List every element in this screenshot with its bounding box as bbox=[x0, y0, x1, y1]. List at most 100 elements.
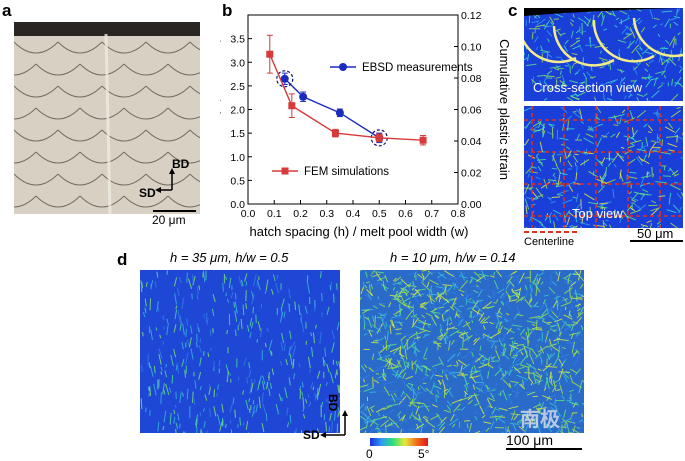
misorientation-texture bbox=[561, 371, 570, 379]
misorientation-texture bbox=[373, 421, 379, 426]
misorientation-texture bbox=[613, 163, 617, 168]
misorientation-texture bbox=[162, 383, 165, 395]
melt-pool-boundary bbox=[167, 63, 200, 76]
misorientation-texture bbox=[173, 277, 178, 287]
misorientation-texture bbox=[398, 349, 403, 359]
misorientation-texture bbox=[319, 331, 322, 344]
misorientation-texture bbox=[157, 421, 160, 432]
misorientation-texture bbox=[590, 65, 593, 72]
misorientation-texture bbox=[552, 151, 556, 162]
misorientation-texture bbox=[619, 77, 623, 87]
misorientation-texture bbox=[570, 19, 575, 23]
misorientation-texture bbox=[179, 391, 182, 403]
misorientation-texture bbox=[579, 221, 591, 226]
misorientation-texture bbox=[600, 83, 606, 86]
misorientation-texture bbox=[548, 123, 555, 126]
misorientation-texture bbox=[489, 275, 495, 278]
misorientation-texture bbox=[432, 366, 438, 371]
misorientation-texture bbox=[628, 40, 631, 49]
x-tick-label: 0.2 bbox=[293, 208, 308, 220]
panel-c-scale-label: 50 μm bbox=[637, 226, 674, 241]
misorientation-texture bbox=[280, 360, 283, 366]
misorientation-texture bbox=[581, 413, 583, 418]
misorientation-texture bbox=[229, 403, 233, 413]
misorientation-texture bbox=[310, 332, 313, 337]
misorientation-texture bbox=[377, 295, 380, 300]
misorientation-texture bbox=[619, 169, 622, 179]
misorientation-texture bbox=[575, 108, 582, 116]
misorientation-texture bbox=[414, 288, 422, 297]
misorientation-texture bbox=[375, 282, 382, 285]
misorientation-texture bbox=[535, 287, 538, 297]
misorientation-texture bbox=[516, 417, 524, 424]
misorientation-texture bbox=[599, 50, 602, 54]
misorientation-texture bbox=[372, 417, 383, 421]
misorientation-texture bbox=[181, 297, 185, 309]
misorientation-texture bbox=[157, 307, 160, 312]
misorientation-texture bbox=[473, 410, 479, 415]
misorientation-texture bbox=[511, 345, 516, 353]
misorientation-texture bbox=[365, 420, 369, 429]
misorientation-texture bbox=[448, 340, 451, 351]
misorientation-texture bbox=[422, 416, 429, 422]
misorientation-texture bbox=[531, 78, 538, 85]
misorientation-texture bbox=[190, 325, 193, 334]
misorientation-texture bbox=[391, 323, 396, 329]
misorientation-texture bbox=[525, 205, 528, 215]
misorientation-texture bbox=[502, 343, 506, 355]
misorientation-texture bbox=[512, 423, 517, 432]
misorientation-texture bbox=[562, 199, 573, 204]
misorientation-texture bbox=[599, 202, 609, 205]
misorientation-texture bbox=[455, 313, 461, 318]
misorientation-texture bbox=[508, 364, 512, 372]
misorientation-texture bbox=[536, 407, 547, 410]
misorientation-texture bbox=[661, 139, 663, 146]
misorientation-texture bbox=[199, 357, 202, 367]
misorientation-texture bbox=[524, 198, 530, 210]
misorientation-texture bbox=[442, 284, 452, 287]
misorientation-texture bbox=[411, 387, 418, 398]
misorientation-texture bbox=[549, 338, 552, 347]
misorientation-texture bbox=[576, 303, 580, 309]
misorientation-texture bbox=[508, 369, 512, 376]
misorientation-texture bbox=[527, 326, 530, 339]
misorientation-texture bbox=[364, 430, 367, 433]
misorientation-texture bbox=[419, 384, 427, 393]
panel-a-label: a bbox=[2, 1, 12, 20]
misorientation-texture bbox=[334, 369, 338, 379]
misorientation-texture bbox=[633, 191, 646, 196]
misorientation-texture bbox=[549, 85, 554, 91]
misorientation-texture bbox=[173, 324, 177, 333]
misorientation-texture bbox=[174, 404, 177, 409]
misorientation-texture bbox=[572, 350, 579, 355]
misorientation-texture bbox=[439, 389, 446, 396]
data-point bbox=[419, 136, 427, 144]
misorientation-texture bbox=[199, 338, 202, 343]
misorientation-texture bbox=[624, 149, 632, 155]
misorientation-texture bbox=[495, 312, 500, 323]
misorientation-texture bbox=[196, 323, 200, 332]
misorientation-texture bbox=[430, 307, 439, 313]
misorientation-texture bbox=[243, 357, 247, 367]
misorientation-texture bbox=[376, 322, 382, 329]
misorientation-texture bbox=[462, 321, 471, 328]
misorientation-texture bbox=[197, 327, 200, 333]
misorientation-texture bbox=[605, 178, 616, 185]
misorientation-texture bbox=[619, 218, 622, 224]
misorientation-texture bbox=[365, 402, 368, 407]
misorientation-texture bbox=[394, 289, 404, 298]
misorientation-texture bbox=[165, 363, 167, 368]
misorientation-texture bbox=[360, 365, 367, 373]
misorientation-texture bbox=[525, 165, 534, 174]
misorientation-texture bbox=[555, 164, 562, 174]
misorientation-texture bbox=[335, 360, 339, 366]
melt-pool-boundary bbox=[79, 63, 125, 76]
misorientation-texture bbox=[283, 311, 286, 318]
misorientation-texture bbox=[680, 192, 683, 197]
misorientation-texture bbox=[387, 343, 397, 347]
misorientation-texture bbox=[423, 347, 428, 358]
misorientation-texture bbox=[523, 424, 536, 427]
misorientation-texture bbox=[198, 344, 202, 353]
misorientation-texture bbox=[390, 393, 396, 403]
misorientation-texture bbox=[429, 373, 435, 380]
